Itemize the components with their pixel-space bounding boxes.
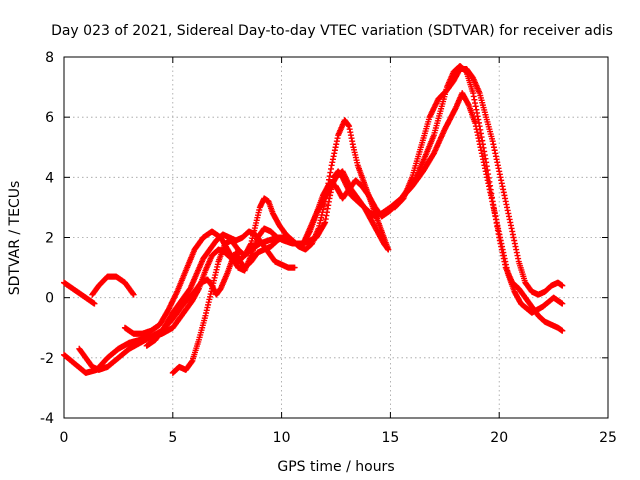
point-marker xyxy=(559,300,566,307)
x-tick-label-5: 25 xyxy=(599,430,617,446)
point-marker xyxy=(91,300,98,307)
y-tick-label-2: 0 xyxy=(45,291,54,307)
tick-layer: 0 5 10 15 20 25 -4 -2 0 2 4 6 8 xyxy=(40,50,617,446)
y-tick-label-0: -4 xyxy=(40,411,54,427)
point-marker xyxy=(291,264,298,271)
chart-title: Day 023 of 2021, Sidereal Day-to-day VTE… xyxy=(51,23,613,39)
y-tick-label-4: 4 xyxy=(45,170,54,186)
series-track-g xyxy=(169,117,392,376)
y-tick-label-6: 8 xyxy=(45,50,54,66)
x-tick-label-3: 15 xyxy=(381,430,399,446)
y-tick-label-5: 6 xyxy=(45,110,54,126)
x-axis-title: GPS time / hours xyxy=(277,459,394,475)
y-tick-label-3: 2 xyxy=(45,231,54,247)
point-marker xyxy=(130,291,137,298)
x-tick-label-1: 5 xyxy=(168,430,177,446)
series-layer xyxy=(61,63,566,376)
point-marker xyxy=(559,327,566,334)
series-track-h xyxy=(391,66,566,298)
x-tick-label-4: 20 xyxy=(490,430,508,446)
point-marker xyxy=(385,246,392,253)
grid-layer xyxy=(64,57,608,418)
x-tick-label-0: 0 xyxy=(60,430,69,446)
point-marker xyxy=(559,282,566,289)
x-tick-label-2: 10 xyxy=(273,430,291,446)
series-track-a xyxy=(61,279,98,307)
y-axis-title: SDTVAR / TECUs xyxy=(7,181,23,296)
series-track-b xyxy=(89,273,137,298)
series-track-f xyxy=(143,228,298,349)
y-tick-label-1: -2 xyxy=(40,351,54,367)
